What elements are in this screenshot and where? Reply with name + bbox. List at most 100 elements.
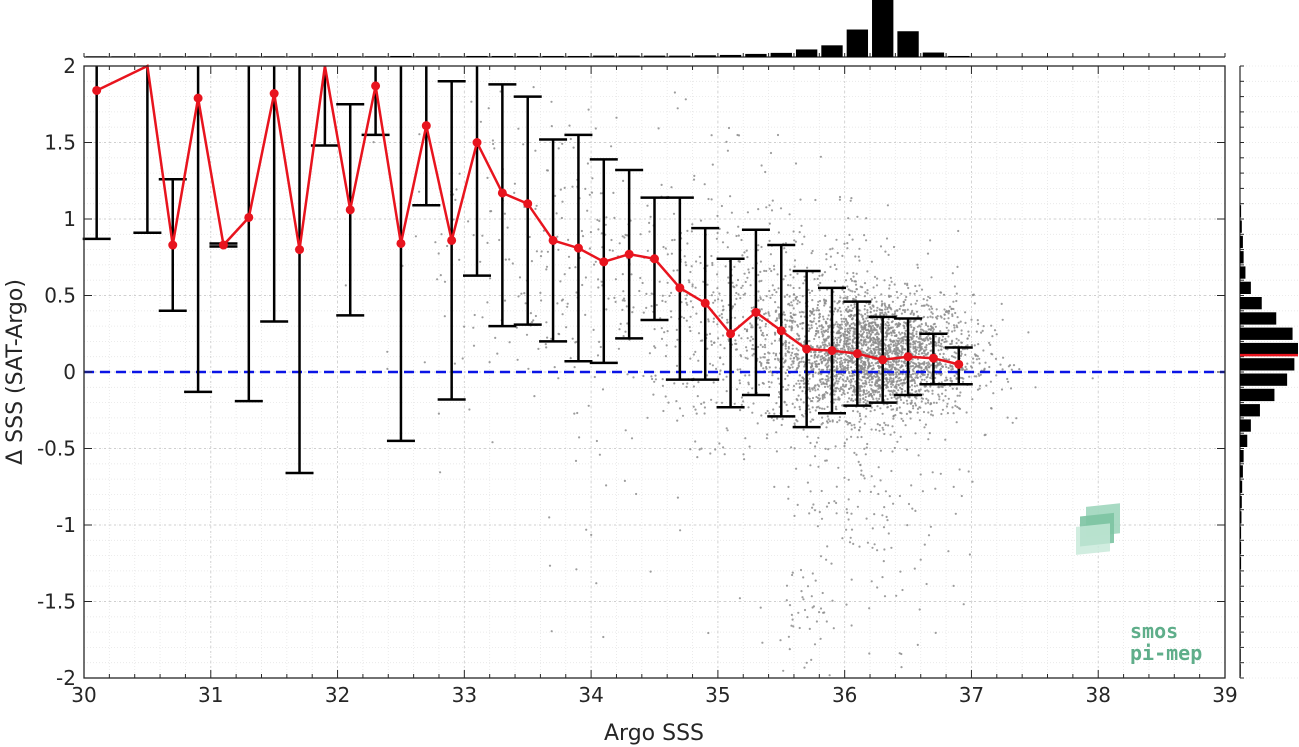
scatter-point xyxy=(898,494,902,498)
scatter-point xyxy=(740,355,743,358)
scatter-point xyxy=(797,334,801,337)
scatter-point xyxy=(889,338,892,341)
scatter-point xyxy=(473,313,476,317)
scatter-point xyxy=(896,296,899,299)
scatter-point xyxy=(727,338,730,341)
scatter-point xyxy=(472,234,475,237)
logo-text-line2: pi-mep xyxy=(1130,641,1202,665)
scatter-point xyxy=(517,295,520,298)
scatter-point xyxy=(850,428,853,431)
scatter-point xyxy=(947,550,950,553)
scatter-point xyxy=(813,354,817,357)
scatter-point xyxy=(847,370,851,374)
scatter-point xyxy=(527,367,530,370)
scatter-point xyxy=(875,397,878,400)
scatter-point xyxy=(773,288,776,291)
scatter-point xyxy=(896,375,899,378)
scatter-point xyxy=(803,315,806,318)
scatter-point xyxy=(803,666,806,669)
scatter-point xyxy=(737,234,740,237)
scatter-point xyxy=(736,368,739,371)
scatter-point xyxy=(914,402,917,405)
scatter-point xyxy=(863,375,866,378)
scatter-point xyxy=(977,322,980,325)
scatter-point xyxy=(833,369,836,372)
scatter-point xyxy=(887,363,890,366)
scatter-point xyxy=(805,661,808,664)
scatter-point xyxy=(820,330,823,334)
scatter-point xyxy=(837,331,841,334)
scatter-point xyxy=(944,363,947,366)
scatter-point xyxy=(760,414,763,417)
x-tick-label: 33 xyxy=(452,683,477,707)
scatter-point xyxy=(937,349,940,352)
scatter-point xyxy=(912,343,915,346)
scatter-point xyxy=(584,276,588,279)
scatter-point xyxy=(884,490,888,493)
scatter-point xyxy=(860,469,863,472)
scatter-point xyxy=(557,332,560,335)
scatter-point xyxy=(897,377,900,380)
scatter-point xyxy=(787,345,790,349)
scatter-point xyxy=(611,249,614,252)
scatter-point xyxy=(818,325,821,328)
scatter-point xyxy=(834,307,837,310)
scatter-point xyxy=(626,322,629,325)
scatter-point xyxy=(922,329,925,333)
scatter-point xyxy=(534,149,537,152)
scatter-point xyxy=(841,364,845,368)
scatter-point xyxy=(758,318,762,321)
scatter-point xyxy=(929,328,933,332)
scatter-point xyxy=(559,280,562,283)
top-histogram-bar xyxy=(162,56,184,57)
scatter-point xyxy=(881,311,884,314)
scatter-point xyxy=(863,385,866,388)
scatter-point xyxy=(893,329,896,332)
binned-mean-marker xyxy=(700,298,710,308)
binned-mean-marker xyxy=(776,326,786,336)
scatter-point xyxy=(712,291,715,294)
scatter-point xyxy=(892,245,896,249)
scatter-point xyxy=(851,374,854,377)
scatter-point xyxy=(973,344,976,347)
scatter-point xyxy=(886,519,889,522)
scatter-point xyxy=(862,382,865,385)
scatter-point xyxy=(717,298,720,301)
scatter-point xyxy=(920,378,924,381)
main-plot: smos pi-mep 30 31 32 33 34 35 36 37 38 39 -2-1.5-… xyxy=(37,54,1238,707)
scatter-point xyxy=(726,429,729,432)
scatter-point xyxy=(824,459,827,462)
scatter-point xyxy=(872,305,875,308)
scatter-point xyxy=(859,389,862,393)
binned-mean-marker xyxy=(954,359,964,369)
scatter-point xyxy=(800,360,803,363)
right-histogram-bar xyxy=(1240,373,1288,386)
scatter-point xyxy=(716,287,719,290)
scatter-point xyxy=(814,445,817,448)
scatter-point xyxy=(926,389,929,392)
scatter-point xyxy=(845,345,849,348)
scatter-point xyxy=(789,315,793,318)
x-tick-label: 32 xyxy=(325,683,350,707)
scatter-point xyxy=(918,608,921,611)
scatter-point xyxy=(664,395,667,398)
scatter-point xyxy=(914,509,917,512)
right-histogram-bar xyxy=(1240,388,1275,402)
scatter-point xyxy=(939,330,942,333)
scatter-point xyxy=(848,335,851,338)
scatter-point xyxy=(586,209,589,212)
scatter-point xyxy=(834,407,838,410)
scatter-point xyxy=(903,309,907,312)
scatter-point xyxy=(729,195,732,198)
scatter-point xyxy=(695,260,698,263)
scatter-point xyxy=(726,318,729,321)
scatter-point xyxy=(479,260,482,263)
scatter-point xyxy=(884,308,887,311)
scatter-point xyxy=(867,346,870,349)
scatter-point xyxy=(882,560,885,563)
scatter-point xyxy=(864,352,867,355)
scatter-point xyxy=(893,446,896,450)
scatter-point xyxy=(854,298,857,301)
scatter-point xyxy=(722,363,725,366)
scatter-point xyxy=(809,344,812,347)
